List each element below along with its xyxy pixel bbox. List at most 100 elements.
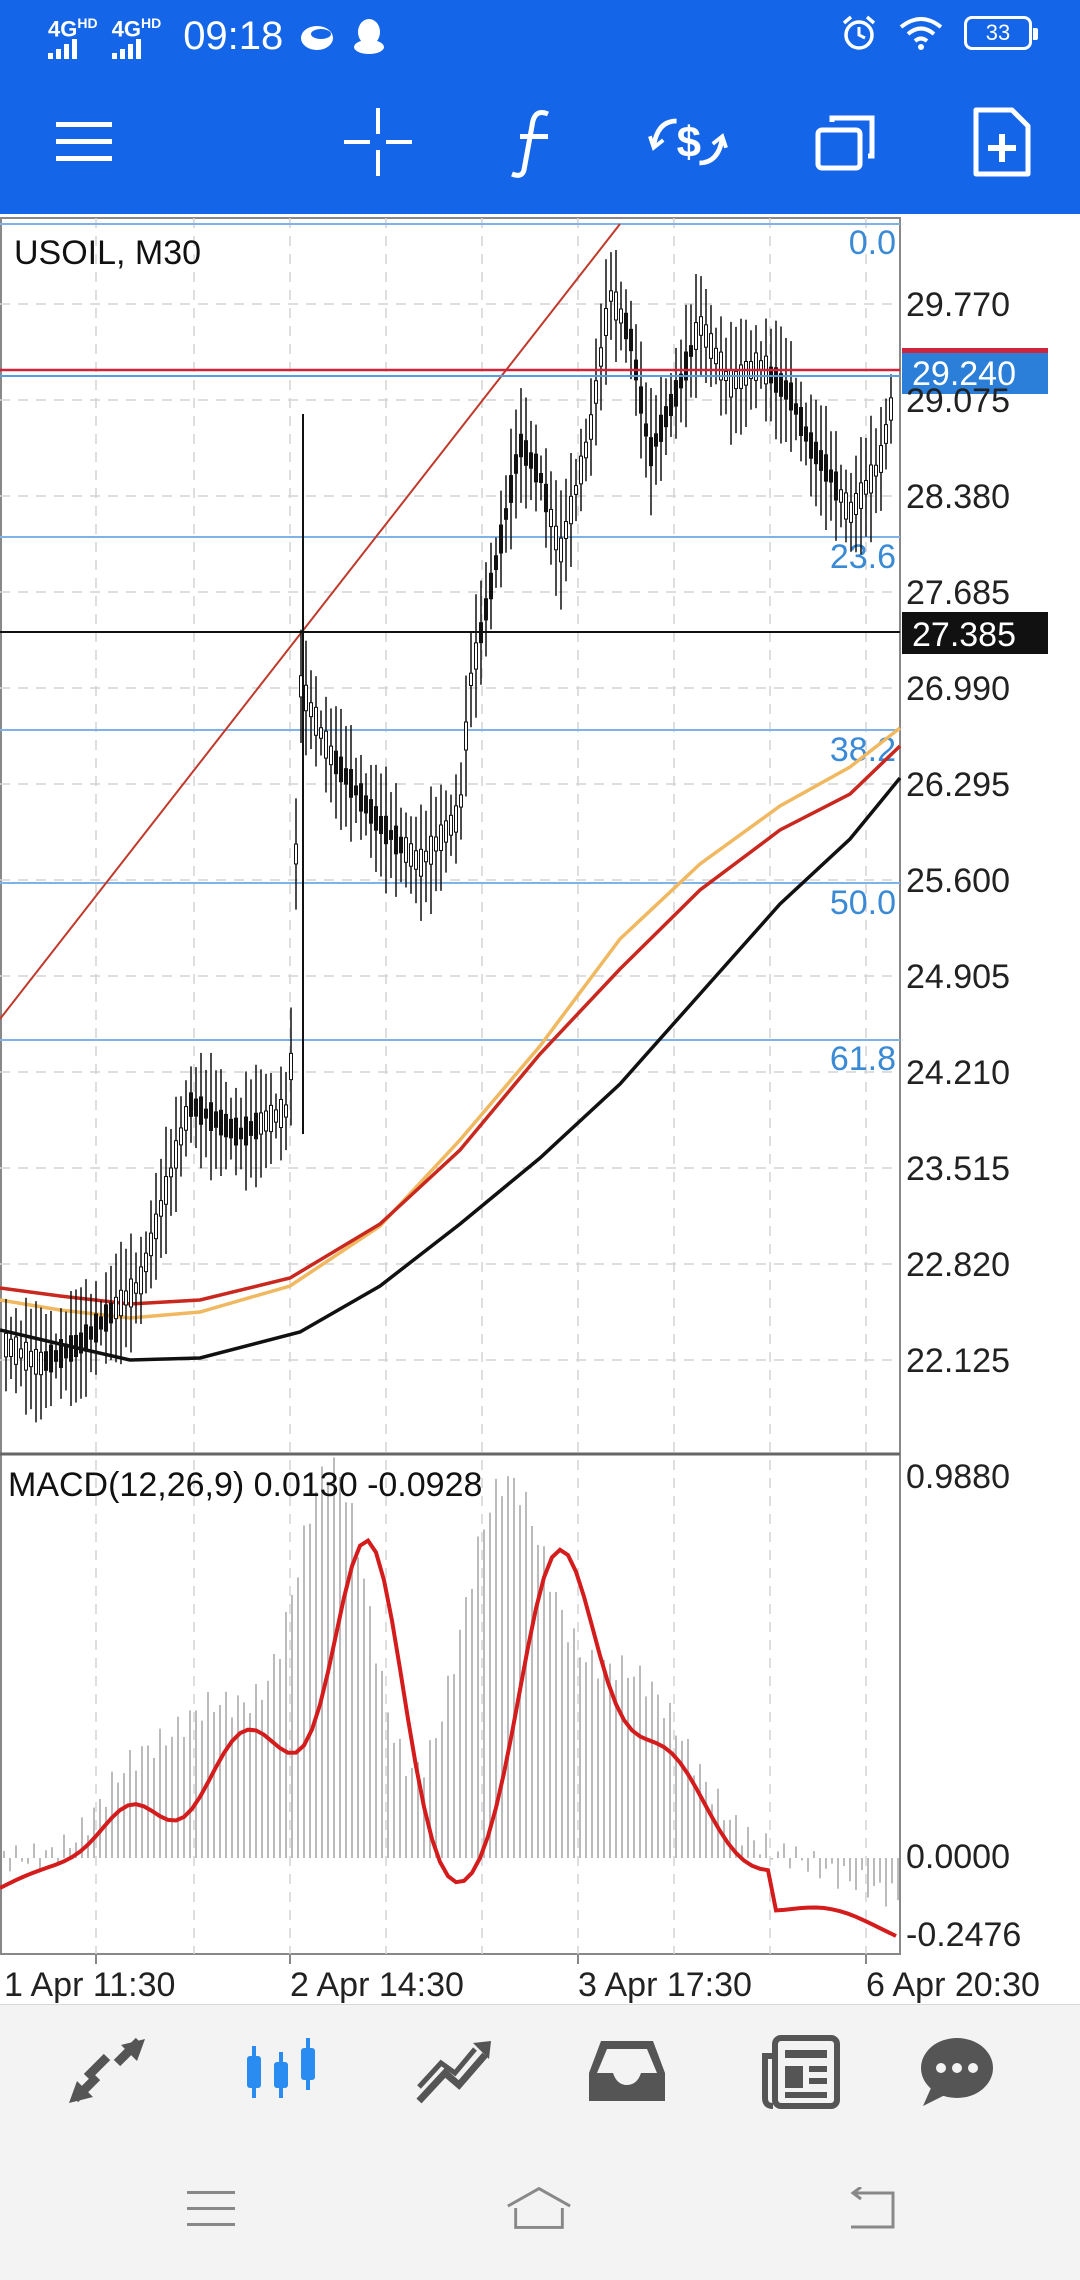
network-1-sup: HD (77, 14, 98, 31)
crosshair-price-badge (902, 612, 1048, 654)
candle-body (879, 445, 883, 473)
candle-body (249, 1121, 253, 1136)
chart-area[interactable]: 0.0 23.6 38.2 50.0 61.8 29.240 27.385 USOIL, … (0, 214, 1080, 2004)
candle-body (784, 380, 788, 400)
windows-button[interactable] (806, 102, 886, 182)
candle-body (834, 471, 838, 501)
candle-body (199, 1096, 203, 1125)
candle-body (404, 837, 408, 863)
candle-body (239, 1127, 243, 1140)
candle-body (589, 414, 593, 440)
network-1-type: 4G (48, 16, 78, 42)
home-icon (507, 2186, 571, 2229)
indicators-button[interactable] (494, 102, 574, 182)
candle-body (509, 475, 513, 503)
candle-body (104, 1304, 108, 1332)
candle-body (224, 1113, 228, 1138)
candlesticks (4, 250, 893, 1423)
status-time: 09:18 (183, 14, 284, 58)
candle-body (9, 1338, 13, 1357)
candle-body (184, 1106, 188, 1131)
candle-body (399, 836, 403, 854)
candle-body (689, 345, 693, 357)
candle-body (489, 572, 493, 600)
candle-body (679, 373, 683, 389)
crosshair-button[interactable] (338, 102, 418, 182)
time-axis-label: 2 Apr 14:30 (290, 1966, 464, 2004)
back-button[interactable] (836, 2184, 906, 2234)
macd-axis-label: -0.2476 (906, 1916, 1021, 1954)
nav-history[interactable] (582, 2027, 672, 2117)
back-icon (850, 2187, 895, 2229)
qq-notification-icon (354, 19, 385, 54)
fib-level-label: 61.8 (830, 1040, 896, 1078)
candle-body (339, 756, 343, 783)
candle-body (234, 1117, 238, 1146)
battery-indicator: 33 (964, 16, 1038, 50)
candle-body (154, 1213, 158, 1240)
candle-body (734, 370, 738, 390)
candle-body (494, 555, 498, 571)
home-button[interactable] (504, 2184, 574, 2234)
system-navigation (0, 2134, 1080, 2280)
candle-body (504, 508, 508, 520)
candle-body (24, 1341, 28, 1371)
fib-level-label: 50.0 (830, 884, 896, 922)
menu-button[interactable] (44, 102, 124, 182)
candle-body (84, 1324, 88, 1352)
macd-histogram (0, 1457, 899, 1938)
candle-body (74, 1334, 78, 1358)
candle-body (429, 835, 433, 865)
macd-axis-label: 0.0000 (906, 1838, 1010, 1876)
candle-body (449, 814, 453, 836)
candle-body (69, 1335, 73, 1362)
candle-body (124, 1290, 128, 1306)
symbol-label: USOIL, M30 (14, 234, 201, 272)
candle-body (424, 850, 428, 863)
trade-button[interactable]: $ (648, 102, 728, 182)
chart-toolbar: $ (0, 72, 1080, 214)
candle-body (204, 1108, 208, 1119)
nav-quotes[interactable] (62, 2027, 152, 2117)
history-icon (589, 2041, 665, 2101)
candle-body (744, 360, 748, 386)
candle-body (314, 706, 318, 736)
time-axis-label: 1 Apr 11:30 (4, 1966, 175, 2004)
candle-body (854, 492, 858, 516)
signal-bars-icon (48, 39, 77, 60)
recent-apps-button[interactable] (176, 2184, 246, 2234)
candle-body (274, 1109, 278, 1123)
candle-body (499, 524, 503, 554)
candle-body (539, 473, 543, 483)
candle-body (844, 492, 848, 520)
nav-news[interactable] (756, 2027, 846, 2117)
price-axis-label: 24.210 (906, 1054, 1010, 1092)
candle-body (389, 830, 393, 840)
nav-chart[interactable] (236, 2027, 326, 2117)
svg-text:$: $ (677, 118, 701, 167)
moving-average-fast (0, 726, 902, 1320)
crosshair-price-label: 27.385 (912, 616, 1016, 654)
candle-body (264, 1110, 268, 1132)
candle-body (459, 794, 463, 808)
candle-body (569, 495, 573, 525)
price-axis-label: 26.990 (906, 670, 1010, 708)
nav-chat[interactable] (912, 2027, 1002, 2117)
candle-body (644, 423, 648, 437)
indicators-icon (511, 110, 549, 178)
candle-body (864, 480, 868, 495)
new-order-button[interactable] (962, 102, 1042, 182)
bid-price-badge-top (902, 348, 1048, 353)
status-right: 33 (840, 14, 1038, 52)
status-bar: 4GHD 4GHD 09:18 (0, 0, 1080, 72)
candle-body (714, 347, 718, 365)
price-axis-label: 26.295 (906, 766, 1010, 804)
candle-body (774, 367, 778, 393)
fib-level-label: 0.0 (849, 224, 896, 262)
candle-body (524, 440, 528, 466)
chat-icon (921, 2038, 993, 2106)
signal-bars-icon (111, 39, 141, 60)
nav-trade[interactable] (410, 2027, 500, 2117)
bid-price-label: 29.240 (912, 355, 1016, 393)
